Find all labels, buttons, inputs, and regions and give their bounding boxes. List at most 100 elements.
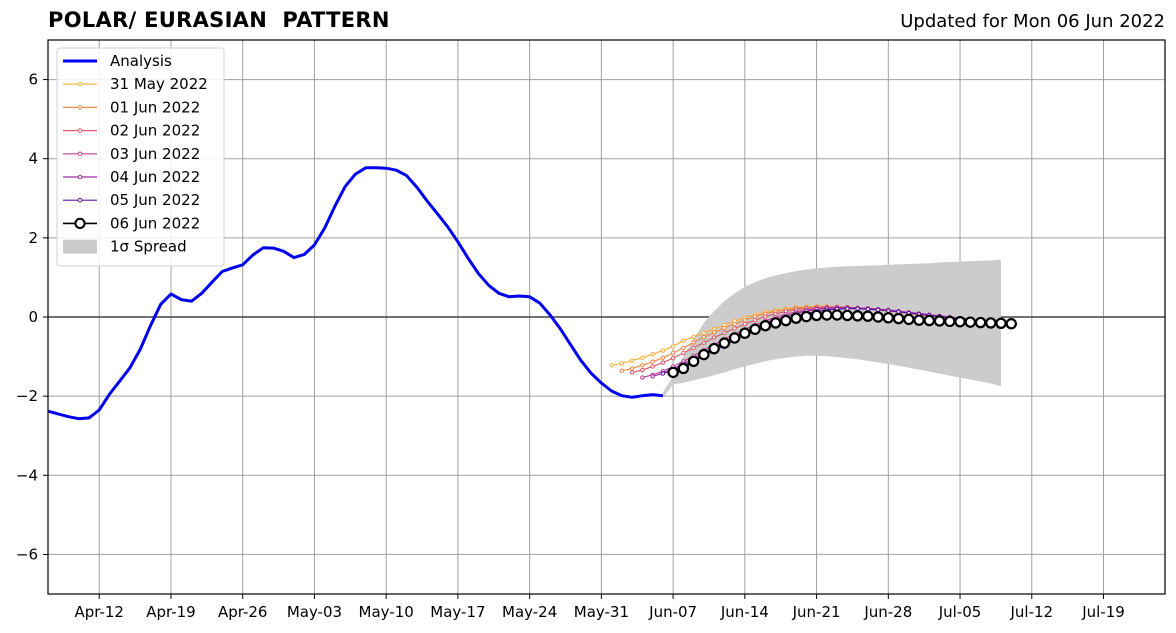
x-tick-label: Jul-19 — [1081, 603, 1125, 621]
legend-label: 04 Jun 2022 — [110, 168, 200, 186]
forecast-point — [629, 370, 635, 375]
forecast-point — [681, 338, 686, 343]
forecast-point — [732, 326, 737, 331]
forecast-point — [619, 368, 625, 374]
y-tick-label: 4 — [28, 150, 38, 168]
legend-marker — [77, 197, 83, 203]
forecast-point — [660, 348, 666, 353]
forecast-point — [701, 330, 707, 336]
legend-label: 02 Jun 2022 — [110, 122, 200, 140]
legend-marker — [77, 105, 83, 110]
x-tick-label: Apr-19 — [146, 603, 196, 621]
y-tick-label: 0 — [28, 308, 38, 326]
forecast-point — [892, 312, 905, 325]
forecast-point — [640, 355, 645, 360]
legend-label: 06 Jun 2022 — [110, 214, 200, 232]
forecast-point — [609, 363, 614, 368]
legend: Analysis 31 May 2022 01 Jun 2022 02 Jun 202… — [56, 47, 225, 267]
chart-title: POLAR/ EURASIAN PATTERN — [48, 8, 390, 32]
forecast-point — [851, 310, 864, 322]
y-tick-label: −4 — [16, 466, 38, 484]
forecast-point — [670, 344, 676, 349]
x-tick-label: Jun-07 — [648, 603, 697, 621]
forecast-point — [790, 312, 802, 324]
forecast-point — [995, 317, 1007, 330]
forecast-point — [933, 315, 946, 327]
legend-marker — [77, 81, 83, 87]
forecast-point — [650, 351, 655, 357]
forecast-point — [640, 363, 645, 368]
analysis-line — [47, 166, 664, 421]
forecast-point — [640, 375, 645, 380]
forecast-point — [831, 309, 843, 321]
y-tick-label: 6 — [28, 71, 38, 89]
forecast-point — [629, 358, 635, 363]
forecast-point — [722, 330, 727, 336]
x-tick-label: May-03 — [287, 603, 342, 621]
forecast-point — [759, 320, 772, 332]
forecast-point — [810, 309, 823, 322]
x-tick-label: Jul-05 — [938, 603, 982, 621]
forecast-point — [974, 316, 987, 329]
x-tick-label: May-10 — [359, 603, 414, 621]
forecast-point — [1005, 318, 1017, 330]
forecast-point — [752, 317, 758, 323]
forecast-point — [691, 345, 696, 351]
forecast-point — [742, 321, 748, 327]
forecast-point — [763, 314, 768, 319]
forecast-point — [923, 314, 936, 327]
forecast-point — [660, 371, 666, 376]
legend-swatch — [63, 239, 97, 254]
x-tick-label: Jun-21 — [792, 603, 841, 621]
forecast-point — [691, 334, 696, 339]
forecast-point — [862, 310, 874, 322]
y-tick-label: −2 — [16, 387, 38, 405]
forecast-point — [903, 313, 915, 326]
forecast-point — [640, 367, 645, 373]
y-tick-label: −6 — [16, 545, 38, 563]
forecast-point — [728, 332, 741, 344]
forecast-point — [742, 317, 748, 323]
forecast-point — [677, 362, 690, 375]
forecast-point — [660, 360, 666, 365]
x-tick-label: May-17 — [430, 603, 485, 621]
forecast-point — [780, 314, 792, 327]
forecast-point — [660, 355, 666, 360]
forecast-point — [964, 316, 976, 328]
forecast-point — [954, 316, 966, 328]
x-tick-label: Jul-12 — [1009, 603, 1053, 621]
forecast-point — [769, 317, 782, 329]
legend-marker — [77, 128, 83, 133]
legend-marker — [77, 174, 83, 180]
legend-label: 01 Jun 2022 — [110, 98, 200, 116]
legend-label: 31 May 2022 — [110, 75, 208, 93]
forecast-point — [886, 308, 891, 313]
forecast-point — [670, 350, 676, 356]
forecast-point — [650, 364, 655, 369]
forecast-point — [985, 317, 997, 329]
forecast-point — [875, 307, 881, 313]
x-tick-label: May-31 — [574, 603, 629, 621]
forecast-point — [732, 321, 737, 327]
legend-marker — [74, 217, 86, 229]
x-tick-label: May-24 — [502, 603, 557, 621]
forecast-point — [800, 310, 813, 323]
legend-marker — [77, 151, 83, 157]
forecast-point — [739, 327, 751, 339]
forecast-point — [670, 355, 676, 361]
forecast-point — [698, 348, 710, 361]
forecast-point — [667, 366, 679, 379]
forecast-point — [691, 340, 696, 345]
legend-box — [56, 47, 225, 267]
x-tick-label: Apr-26 — [218, 603, 268, 621]
forecast-point — [708, 342, 720, 355]
forecast-point — [711, 335, 717, 340]
y-tick-label: 2 — [28, 229, 38, 247]
forecast-point — [650, 359, 655, 364]
forecast-point — [749, 323, 761, 335]
forecast-point — [855, 306, 860, 311]
forecast-point — [619, 361, 625, 366]
legend-label: 05 Jun 2022 — [110, 191, 200, 209]
forecast-point — [913, 314, 925, 326]
